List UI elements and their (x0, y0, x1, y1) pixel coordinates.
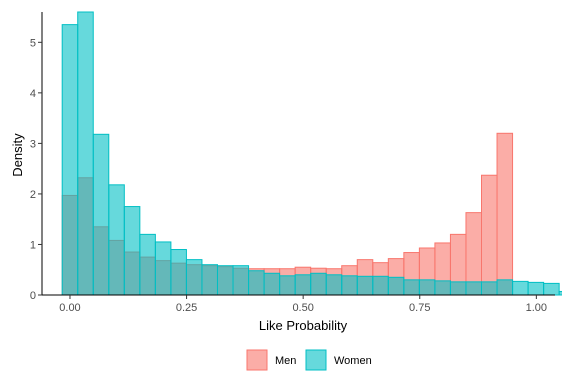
bar-women-14 (279, 275, 296, 296)
legend-label-men: Men (275, 355, 296, 367)
x-axis-title: Like Probability (259, 318, 348, 333)
bar-women-26 (465, 281, 483, 296)
x-tick-label: 0.25 (176, 302, 197, 314)
bar-women-16 (310, 272, 327, 296)
y-tick-label: 2 (30, 189, 36, 201)
bar-women-20 (372, 275, 389, 296)
bar-women-5 (139, 233, 156, 296)
x-tick-label: 0.75 (409, 302, 430, 314)
x-tick-label: 0.00 (59, 302, 80, 314)
bar-women-8 (185, 259, 203, 296)
bar-women-23 (418, 279, 436, 296)
bar-women-18 (341, 275, 358, 296)
bar-women-17 (325, 274, 343, 296)
bar-women-13 (263, 272, 281, 296)
bar-women-32 (558, 290, 562, 296)
bar-women-2 (92, 133, 110, 296)
axes (41, 12, 555, 296)
legend-label-women: Women (334, 355, 372, 367)
bar-women-25 (449, 281, 467, 296)
bar-women-31 (543, 282, 560, 296)
bar-women-29 (512, 280, 529, 296)
bar-women-10 (216, 265, 234, 296)
y-tick-label: 0 (30, 290, 36, 302)
bar-women-27 (481, 281, 498, 296)
bar-women-4 (123, 206, 141, 296)
legend-swatch-men (246, 349, 268, 371)
bar-women-15 (294, 274, 312, 296)
bar-women-30 (527, 281, 545, 296)
y-tick-label: 4 (30, 88, 36, 100)
x-tick-label: 0.50 (292, 302, 313, 314)
legend: Men Women (246, 349, 372, 371)
bar-women-28 (496, 279, 514, 296)
bar-women-0 (61, 24, 79, 296)
y-tick-label: 1 (30, 239, 36, 251)
y-tick-label: 3 (30, 138, 36, 150)
bar-women-9 (201, 264, 218, 296)
bar-women-3 (108, 184, 125, 296)
bar-men-28 (496, 132, 514, 296)
bar-women-24 (434, 280, 451, 296)
bar-women-21 (387, 276, 405, 296)
x-tick-label: 1.00 (526, 302, 547, 314)
y-axis-title: Density (10, 133, 25, 177)
bar-men-27 (481, 174, 498, 296)
y-tick-label: 5 (30, 37, 36, 49)
tick-labels: 0.00 0.25 0.50 0.75 1.00 0 1 2 3 4 5 (30, 37, 547, 314)
bar-women-11 (232, 265, 250, 296)
bar-women-19 (356, 275, 374, 296)
bar-women-6 (154, 241, 172, 296)
bar-women-7 (170, 249, 187, 296)
bar-women-1 (77, 11, 94, 296)
legend-swatch-women (305, 349, 327, 371)
bar-women-22 (403, 279, 420, 296)
bar-women-12 (248, 270, 265, 296)
